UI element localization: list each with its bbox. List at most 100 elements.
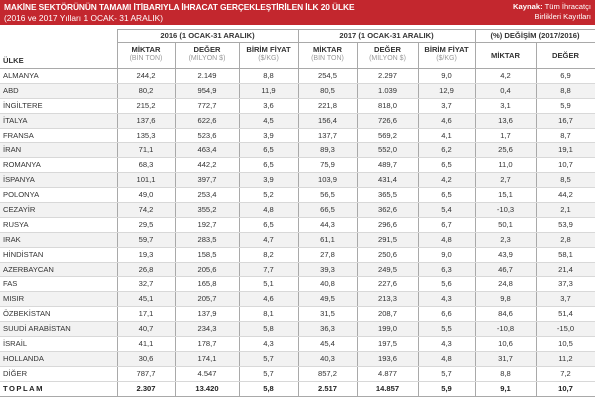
- table-row: İRAN 71,1 463,4 6,5 89,3 552,0 6,2 25,6 19,1: [0, 142, 595, 159]
- col-label: MİKTAR: [131, 45, 161, 54]
- change-miktar-cell: 25,6: [474, 142, 536, 159]
- birim-2016-cell: 4,3: [238, 336, 298, 352]
- country-cell: FAS: [0, 276, 117, 293]
- deger-2017-cell: 208,7: [356, 306, 418, 323]
- col-unit: (MİLYON $): [188, 55, 226, 62]
- miktar-2016-cell: 49,0: [116, 187, 175, 204]
- country-cell: MISIR: [0, 291, 117, 308]
- country-cell: İTALYA: [0, 113, 117, 129]
- total-deger-2017-cell: 14.857: [356, 380, 418, 397]
- deger-2017-cell: 296,6: [356, 217, 418, 233]
- country-cell: İRAN: [0, 142, 117, 159]
- table-row: İNGİLTERE 215,2 772,7 3,6 221,8 818,0 3,7 3,1 5,…: [0, 98, 595, 114]
- miktar-2016-cell: 45,1: [116, 291, 175, 308]
- miktar-2017-cell: 56,5: [297, 187, 357, 204]
- source-value: Tüm İhracatçı: [544, 2, 591, 11]
- miktar-2017-cell: 221,8: [297, 98, 357, 114]
- country-cell: CEZAYİR: [0, 202, 117, 218]
- change-deger-cell: 58,1: [535, 247, 595, 263]
- miktar-2016-cell: 215,2: [116, 98, 175, 114]
- change-miktar-cell: 43,9: [474, 247, 536, 263]
- table-row: HİNDİSTAN 19,3 158,5 8,2 27,8 250,6 9,0 43,9 58,…: [0, 247, 595, 263]
- table-body: ALMANYA 244,2 2.149 8,8 254,5 2.297 9,0 4,2 6,9 A…: [0, 68, 595, 397]
- table-row: İTALYA 137,6 622,6 4,5 156,4 726,6 4,6 13,6 16,7: [0, 113, 595, 129]
- birim-2016-cell: 4,6: [238, 291, 298, 308]
- deger-2016-cell: 954,9: [174, 83, 239, 99]
- birim-2016-cell: 3,9: [238, 172, 298, 189]
- miktar-2017-cell: 44,3: [297, 217, 357, 233]
- change-deger-cell: 16,7: [535, 113, 595, 129]
- change-deger-cell: 2,1: [535, 202, 595, 218]
- miktar-2017-cell: 66,5: [297, 202, 357, 218]
- change-miktar-cell: 13,6: [474, 113, 536, 129]
- table-row: ALMANYA 244,2 2.149 8,8 254,5 2.297 9,0 4,2 6,9: [0, 68, 595, 84]
- deger-2016-cell: 158,5: [174, 247, 239, 263]
- deger-2016-cell: 234,3: [174, 321, 239, 338]
- birim-2016-cell: 4,5: [238, 113, 298, 129]
- change-deger-cell: 10,7: [535, 157, 595, 174]
- total-birim-2017-cell: 5,9: [417, 380, 475, 397]
- table-row: ABD 80,2 954,9 11,9 80,5 1.039 12,9 0,4 8,8: [0, 83, 595, 99]
- miktar-2017-cell: 31,5: [297, 306, 357, 323]
- miktar-2016-cell: 101,1: [116, 172, 175, 189]
- country-header: ÜLKE: [3, 55, 24, 65]
- source-note: Kaynak: Tüm İhracatçı Birlikleri Kayıtla…: [513, 2, 591, 21]
- col-miktar-2017: MİKTAR (BİN TON): [297, 42, 358, 69]
- change-miktar-cell: 46,7: [474, 262, 536, 278]
- birim-2017-cell: 12,9: [417, 83, 475, 99]
- country-cell: İSPANYA: [0, 172, 117, 189]
- deger-2016-cell: 205,6: [174, 262, 239, 278]
- miktar-2017-cell: 40,3: [297, 351, 357, 367]
- miktar-2017-cell: 27,8: [297, 247, 357, 263]
- change-deger-cell: 5,9: [535, 98, 595, 114]
- table-row: İSPANYA 101,1 397,7 3,9 103,9 431,4 4,2 2,7 8,5: [0, 172, 595, 189]
- birim-2016-cell: 8,2: [238, 247, 298, 263]
- country-cell: IRAK: [0, 232, 117, 248]
- birim-2017-cell: 4,8: [417, 232, 475, 248]
- miktar-2016-cell: 787,7: [116, 366, 175, 382]
- miktar-2016-cell: 68,3: [116, 157, 175, 174]
- country-cell: AZERBAYCAN: [0, 262, 117, 278]
- miktar-2016-cell: 30,6: [116, 351, 175, 367]
- total-miktar-2017-cell: 2.517: [297, 380, 357, 397]
- change-deger-cell: 53,9: [535, 217, 595, 233]
- miktar-2017-cell: 89,3: [297, 142, 357, 159]
- birim-2017-cell: 4,8: [417, 351, 475, 367]
- col-label: MİKTAR: [313, 45, 342, 54]
- table-row: CEZAYİR 74,2 355,2 4,8 66,5 362,6 5,4 -10,3 2,1: [0, 202, 595, 218]
- deger-2017-cell: 249,5: [356, 262, 418, 278]
- birim-2017-cell: 4,1: [417, 128, 475, 144]
- change-miktar-cell: 10,6: [474, 336, 536, 352]
- birim-2017-cell: 3,7: [417, 98, 475, 114]
- deger-2017-cell: 213,3: [356, 291, 418, 308]
- miktar-2017-cell: 75,9: [297, 157, 357, 174]
- change-miktar-cell: 3,1: [474, 98, 536, 114]
- col-label: DEĞER: [193, 45, 221, 54]
- deger-2017-cell: 2.297: [356, 68, 418, 84]
- deger-2017-cell: 1.039: [356, 83, 418, 99]
- export-table: ÜLKE 2016 (1 OCAK-31 ARALIK) 2017 (1 OCA…: [0, 29, 595, 397]
- country-cell: RUSYA: [0, 217, 117, 233]
- table-row: AZERBAYCAN 26,8 205,6 7,7 39,3 249,5 6,3 46,7 21…: [0, 262, 595, 278]
- birim-2016-cell: 5,7: [238, 366, 298, 382]
- deger-2016-cell: 622,6: [174, 113, 239, 129]
- miktar-2016-cell: 71,1: [116, 142, 175, 159]
- total-deger-2016-cell: 13.420: [174, 380, 239, 397]
- table-row: MISIR 45,1 205,7 4,6 49,5 213,3 4,3 9,8 3,7: [0, 291, 595, 308]
- country-cell: ROMANYA: [0, 157, 117, 174]
- table-row: FAS 32,7 165,8 5,1 40,8 227,6 5,6 24,8 37,3: [0, 276, 595, 293]
- deger-2016-cell: 397,7: [174, 172, 239, 189]
- birim-2017-cell: 9,0: [417, 247, 475, 263]
- change-miktar-cell: 1,7: [474, 128, 536, 144]
- birim-2016-cell: 5,2: [238, 187, 298, 204]
- col-miktar-2016: MİKTAR (BİN TON): [116, 42, 176, 69]
- birim-2016-cell: 4,7: [238, 232, 298, 248]
- deger-2017-cell: 4.877: [356, 366, 418, 382]
- country-cell: İSRAİL: [0, 336, 117, 352]
- deger-2016-cell: 205,7: [174, 291, 239, 308]
- deger-2016-cell: 523,6: [174, 128, 239, 144]
- birim-2016-cell: 5,1: [238, 276, 298, 293]
- table-title: MAKİNE SEKTÖRÜNÜN TAMAMI İTİBARIYLA İHRA…: [4, 2, 355, 12]
- miktar-2017-cell: 61,1: [297, 232, 357, 248]
